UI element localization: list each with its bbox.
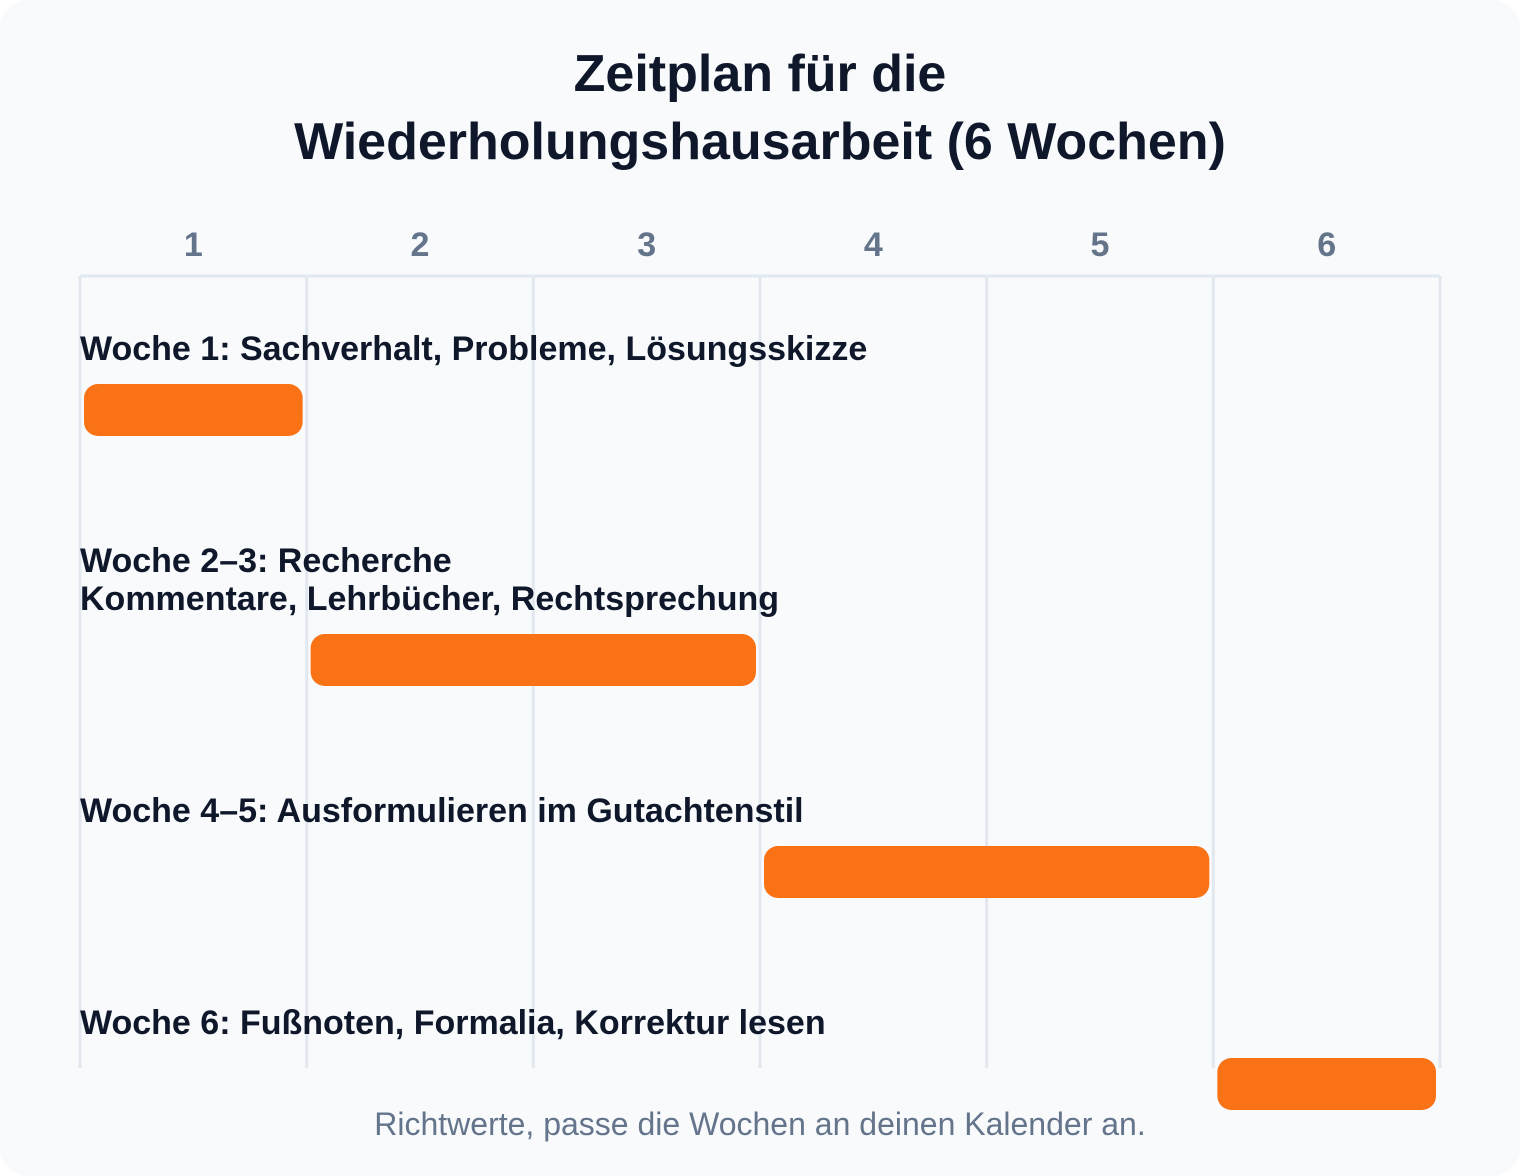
task-row-4: Woche 6: Fußnoten, Formalia, Korrektur l… bbox=[80, 1004, 1436, 1110]
task-label-4-line-1: Woche 6: Fußnoten, Formalia, Korrektur l… bbox=[80, 1004, 826, 1042]
chart-title-line-2: Wiederholungshausarbeit (6 Wochen) bbox=[294, 113, 1226, 171]
task-bar-3 bbox=[764, 846, 1210, 898]
task-label-1-line-1: Woche 1: Sachverhalt, Probleme, Lösungss… bbox=[80, 330, 867, 368]
week-tick-1: 1 bbox=[184, 226, 203, 264]
task-row-3: Woche 4–5: Ausformulieren im Gutachtenst… bbox=[80, 792, 1210, 898]
task-layer: Woche 1: Sachverhalt, Probleme, Lösungss… bbox=[80, 330, 1436, 1110]
grid-layer bbox=[78, 274, 1442, 1068]
chart-title: Zeitplan für die Wiederholungshausarbeit… bbox=[0, 40, 1520, 176]
chart-title-line-1: Zeitplan für die bbox=[573, 45, 947, 103]
week-tick-2: 2 bbox=[411, 226, 430, 264]
task-label-3-line-1: Woche 4–5: Ausformulieren im Gutachtenst… bbox=[80, 792, 804, 830]
week-tick-4: 4 bbox=[864, 226, 883, 264]
task-label-2-line-2: Kommentare, Lehrbücher, Rechtsprechung bbox=[80, 580, 779, 618]
task-bar-4 bbox=[1217, 1058, 1436, 1110]
task-bar-2 bbox=[310, 634, 756, 686]
task-row-1: Woche 1: Sachverhalt, Probleme, Lösungss… bbox=[80, 330, 867, 436]
week-tick-5: 5 bbox=[1091, 226, 1110, 264]
task-bar-1 bbox=[84, 384, 303, 436]
week-tick-labels: 1 2 3 4 5 6 bbox=[184, 226, 1336, 264]
week-tick-3: 3 bbox=[637, 226, 656, 264]
footnote: Richtwerte, passe die Wochen an deinen K… bbox=[374, 1106, 1146, 1142]
week-tick-6: 6 bbox=[1317, 226, 1336, 264]
task-label-2-line-1: Woche 2–3: Recherche bbox=[80, 542, 452, 580]
